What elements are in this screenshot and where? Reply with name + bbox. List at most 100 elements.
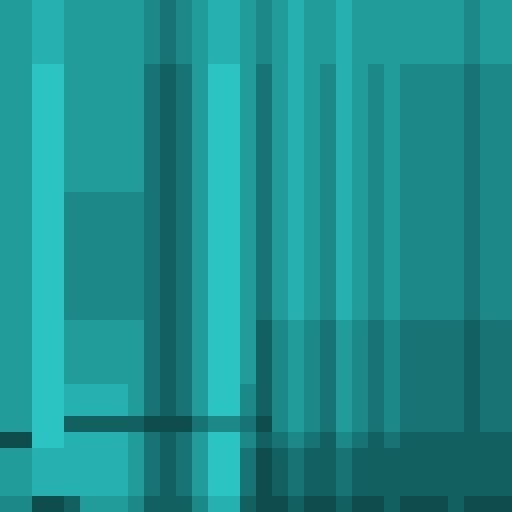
cell [288, 384, 305, 401]
cell [144, 448, 161, 465]
cell [288, 144, 305, 161]
cell [176, 16, 193, 33]
cell [288, 352, 305, 369]
cell [400, 336, 417, 353]
cell [368, 96, 385, 113]
cell [96, 304, 113, 321]
cell [112, 384, 129, 401]
cell [304, 384, 321, 401]
cell [240, 352, 257, 369]
cell [64, 192, 81, 209]
cell [352, 32, 369, 49]
cell [0, 32, 17, 49]
cell [176, 272, 193, 289]
cell [320, 304, 337, 321]
cell [96, 480, 113, 497]
cell [352, 96, 369, 113]
cell [48, 192, 65, 209]
cell [320, 400, 337, 417]
cell [80, 480, 97, 497]
cell [320, 256, 337, 273]
cell [160, 320, 177, 337]
cell [320, 320, 337, 337]
cell [288, 48, 305, 65]
cell [368, 368, 385, 385]
cell [496, 496, 512, 512]
cell [0, 80, 17, 97]
cell [496, 240, 512, 257]
cell [384, 384, 401, 401]
cell [224, 176, 241, 193]
cell [464, 304, 481, 321]
cell [192, 288, 209, 305]
cell [224, 416, 241, 433]
cell [480, 352, 497, 369]
cell [320, 176, 337, 193]
cell [176, 160, 193, 177]
cell [416, 384, 433, 401]
cell [352, 192, 369, 209]
cell [208, 192, 225, 209]
cell [192, 96, 209, 113]
cell [368, 464, 385, 481]
cell [448, 80, 465, 97]
cell [176, 144, 193, 161]
cell [208, 368, 225, 385]
cell [256, 384, 273, 401]
cell [432, 272, 449, 289]
cell [480, 208, 497, 225]
cell [32, 112, 49, 129]
cell [224, 464, 241, 481]
cell [320, 208, 337, 225]
cell [64, 304, 81, 321]
cell [432, 480, 449, 497]
cell [144, 432, 161, 449]
cell [208, 240, 225, 257]
cell [160, 416, 177, 433]
cell [336, 432, 353, 449]
cell [112, 192, 129, 209]
cell [480, 304, 497, 321]
cell [480, 480, 497, 497]
cell [160, 224, 177, 241]
cell [336, 336, 353, 353]
cell [336, 384, 353, 401]
cell [288, 464, 305, 481]
cell [432, 208, 449, 225]
cell [368, 272, 385, 289]
cell [416, 304, 433, 321]
cell [352, 352, 369, 369]
cell [80, 368, 97, 385]
cell [384, 272, 401, 289]
cell [320, 80, 337, 97]
cell [144, 272, 161, 289]
cell [224, 80, 241, 97]
cell [32, 304, 49, 321]
cell [384, 288, 401, 305]
cell [144, 224, 161, 241]
cell [336, 128, 353, 145]
cell [208, 256, 225, 273]
cell [16, 480, 33, 497]
cell [448, 336, 465, 353]
cell [96, 416, 113, 433]
cell [352, 80, 369, 97]
cell [144, 384, 161, 401]
cell [224, 432, 241, 449]
cell [304, 288, 321, 305]
cell [112, 160, 129, 177]
cell [64, 32, 81, 49]
cell [192, 448, 209, 465]
cell [0, 112, 17, 129]
cell [240, 112, 257, 129]
cell [208, 464, 225, 481]
cell [448, 464, 465, 481]
cell [448, 224, 465, 241]
cell [48, 208, 65, 225]
cell [464, 176, 481, 193]
cell [272, 96, 289, 113]
cell [176, 32, 193, 49]
cell [240, 32, 257, 49]
cell [96, 96, 113, 113]
cell [96, 208, 113, 225]
